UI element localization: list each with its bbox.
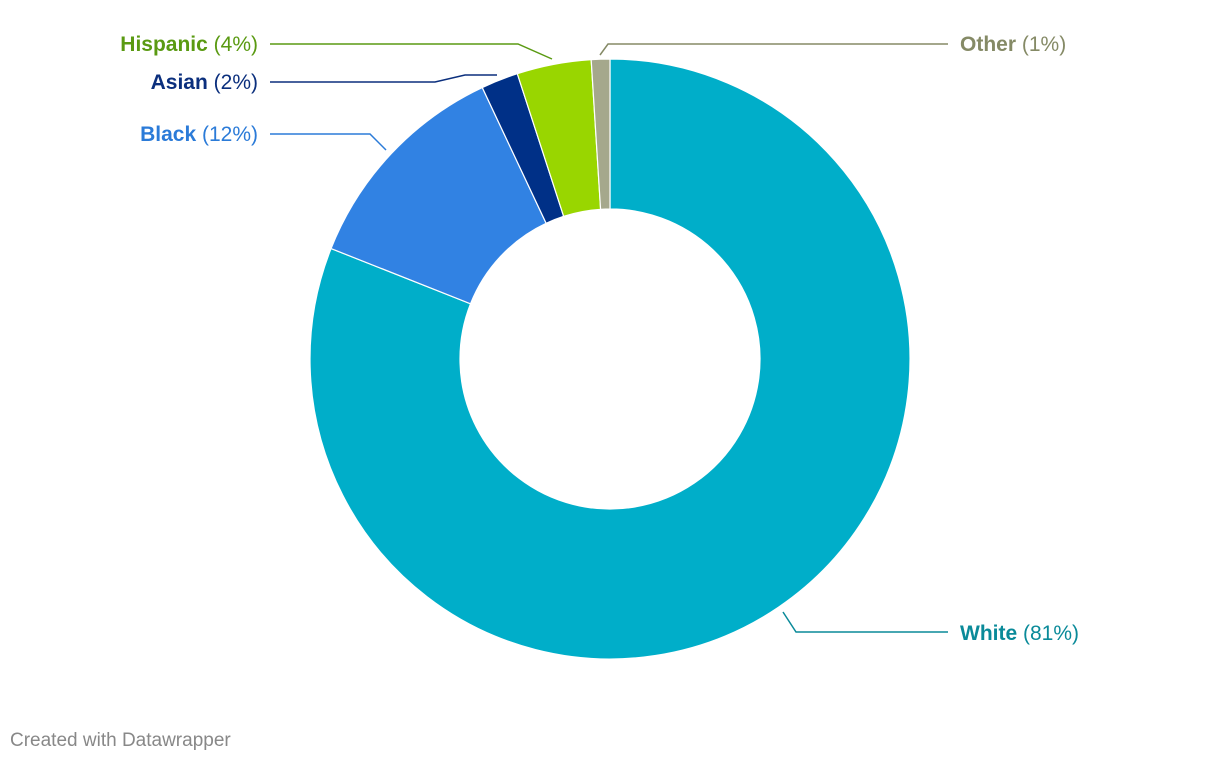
leader-line-asian xyxy=(270,74,497,83)
slice-label-name-hispanic: Hispanic xyxy=(120,33,208,56)
slice-labels-layer: White (81%)Black (12%)Asian (2%)Hispanic… xyxy=(120,33,1079,645)
leader-line-white xyxy=(782,611,948,633)
leader-line-black xyxy=(270,133,387,151)
slice-label-value-other: (1%) xyxy=(1016,33,1066,56)
slice-label-value-black: (12%) xyxy=(196,123,258,146)
slice-label-name-asian: Asian xyxy=(151,71,208,94)
slice-label-white: White (81%) xyxy=(960,622,1079,645)
slice-label-hispanic: Hispanic (4%) xyxy=(120,33,258,56)
slice-label-name-white: White xyxy=(960,622,1017,645)
slice-white xyxy=(309,58,911,660)
leader-lines-layer xyxy=(270,43,948,633)
slice-label-black: Black (12%) xyxy=(140,123,258,146)
slice-label-value-white: (81%) xyxy=(1017,622,1079,645)
slice-label-value-asian: (2%) xyxy=(208,71,258,94)
slice-label-other: Other (1%) xyxy=(960,33,1066,56)
slice-label-name-other: Other xyxy=(960,33,1016,56)
slice-other xyxy=(590,58,611,210)
slice-label-asian: Asian (2%) xyxy=(151,71,258,94)
credit-text: Created with Datawrapper xyxy=(10,730,231,751)
leader-line-hispanic xyxy=(270,43,553,60)
slice-label-name-black: Black xyxy=(140,123,196,146)
slice-label-value-hispanic: (4%) xyxy=(208,33,258,56)
slices-layer xyxy=(309,58,911,660)
leader-line-other xyxy=(599,43,948,56)
